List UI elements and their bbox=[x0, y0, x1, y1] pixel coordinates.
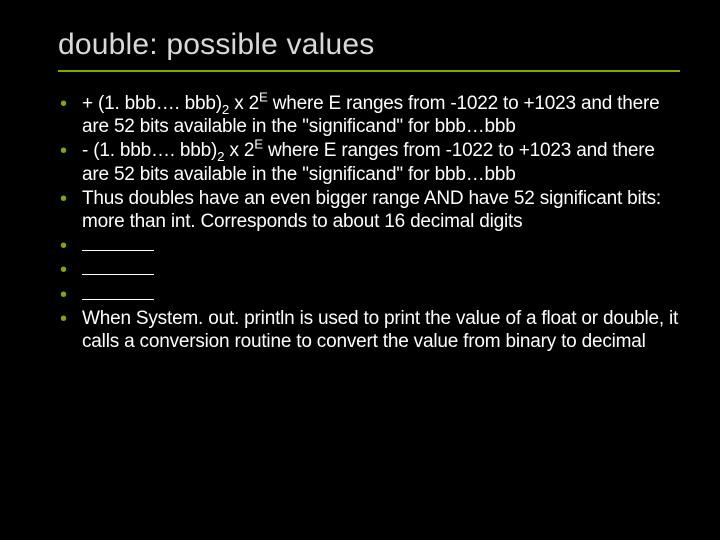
superscript: E bbox=[254, 137, 263, 152]
slide-title: double: possible values bbox=[58, 28, 680, 62]
slide: double: possible values + (1. bbb…. bbb)… bbox=[0, 0, 720, 540]
bullet-item bbox=[58, 258, 680, 281]
bullet-text: - (1. bbb…. bbb) bbox=[82, 140, 217, 161]
bullet-text: Thus doubles have an even bigger range A… bbox=[82, 188, 661, 232]
superscript: E bbox=[259, 90, 268, 105]
bullet-list: + (1. bbb…. bbb)2 x 2E where E ranges fr… bbox=[58, 92, 680, 353]
title-underline bbox=[58, 70, 680, 72]
blank-line bbox=[82, 283, 154, 300]
bullet-text: x 2 bbox=[229, 93, 259, 114]
bullet-item: + (1. bbb…. bbb)2 x 2E where E ranges fr… bbox=[58, 92, 680, 138]
bullet-item bbox=[58, 234, 680, 257]
bullet-text: + (1. bbb…. bbb) bbox=[82, 93, 222, 114]
blank-line bbox=[82, 234, 154, 251]
bullet-item: - (1. bbb…. bbb)2 x 2E where E ranges fr… bbox=[58, 139, 680, 185]
bullet-item bbox=[58, 283, 680, 306]
bullet-text: When System. out. println is used to pri… bbox=[82, 308, 678, 352]
bullet-item: When System. out. println is used to pri… bbox=[58, 307, 680, 353]
bullet-text: x 2 bbox=[224, 140, 254, 161]
blank-line bbox=[82, 258, 154, 275]
bullet-item: Thus doubles have an even bigger range A… bbox=[58, 187, 680, 233]
